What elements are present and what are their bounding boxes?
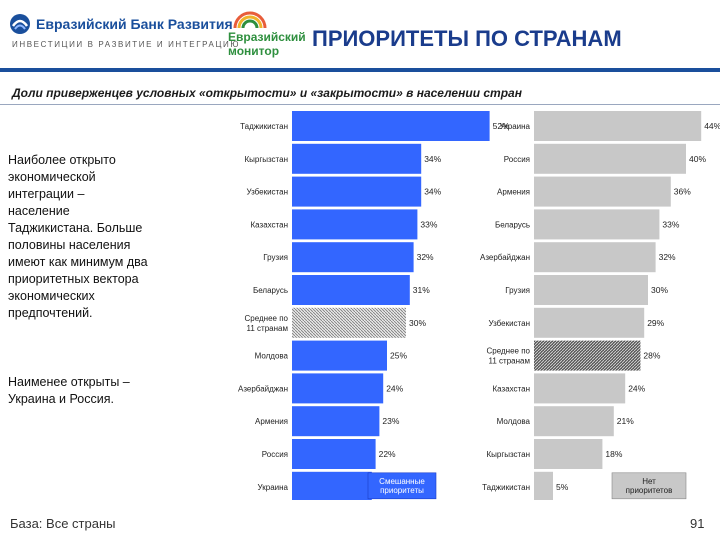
subtitle-divider bbox=[0, 104, 720, 105]
value-label-right-5: 30% bbox=[651, 285, 668, 295]
value-label-left-1: 34% bbox=[424, 154, 441, 164]
category-label-left-3: Казахстан bbox=[251, 220, 289, 229]
bar-left-2 bbox=[292, 176, 422, 207]
bar-left-7 bbox=[292, 340, 387, 371]
value-label-right-10: 18% bbox=[605, 449, 622, 459]
bar-left-9 bbox=[292, 406, 380, 437]
page-number: 91 bbox=[690, 516, 705, 531]
category-label-right-7: Среднее по 11 странам bbox=[487, 347, 531, 366]
value-label-left-6: 30% bbox=[409, 318, 426, 328]
category-label-right-3: Беларусь bbox=[495, 220, 530, 229]
category-label-left-11: Украина bbox=[258, 483, 289, 492]
value-label-right-7: 28% bbox=[643, 351, 660, 361]
category-label-left-8: Азербайджан bbox=[238, 384, 288, 393]
category-label-left-10: Россия bbox=[262, 450, 288, 459]
bar-left-0 bbox=[292, 111, 490, 141]
value-label-left-2: 34% bbox=[424, 187, 441, 197]
eurasian-monitor-logo: Евразийский монитор bbox=[228, 10, 308, 58]
category-label-right-1: Россия bbox=[504, 155, 530, 164]
category-label-left-4: Грузия bbox=[263, 253, 288, 262]
chart-subtitle: Доли приверженцев условных «открытости» … bbox=[12, 86, 522, 100]
value-label-right-6: 29% bbox=[647, 318, 664, 328]
value-label-right-9: 21% bbox=[617, 416, 634, 426]
category-label-left-9: Армения bbox=[255, 417, 288, 426]
eabr-emblem-icon bbox=[10, 14, 30, 34]
category-label-right-9: Молдова bbox=[497, 417, 531, 426]
bar-right-10 bbox=[534, 439, 603, 469]
bar-right-3 bbox=[534, 209, 660, 240]
category-label-right-10: Кыргызстан bbox=[486, 450, 530, 459]
bar-left-8 bbox=[292, 373, 384, 404]
value-label-right-0: 44% bbox=[704, 121, 720, 131]
value-label-right-4: 32% bbox=[659, 252, 676, 262]
category-label-left-1: Кыргызстан bbox=[244, 155, 288, 164]
value-label-left-3: 33% bbox=[420, 219, 437, 229]
bar-right-4 bbox=[534, 242, 656, 273]
value-label-left-9: 23% bbox=[382, 416, 399, 426]
value-label-left-0: 52% bbox=[493, 121, 510, 131]
bar-left-11 bbox=[292, 471, 372, 500]
value-label-right-8: 24% bbox=[628, 383, 645, 393]
bar-left-3 bbox=[292, 209, 418, 240]
category-label-right-6: Узбекистан bbox=[488, 319, 530, 328]
category-label-right-5: Грузия bbox=[505, 286, 530, 295]
category-label-right-8: Казахстан bbox=[493, 384, 531, 393]
category-label-left-7: Молдова bbox=[255, 352, 289, 361]
page-title: ПРИОРИТЕТЫ ПО СТРАНАМ bbox=[312, 26, 622, 51]
category-label-right-0: Украина bbox=[500, 122, 531, 131]
category-label-left-2: Узбекистан bbox=[246, 188, 288, 197]
header: Евразийский Банк Развития ИНВЕСТИЦИИ В Р… bbox=[0, 0, 720, 64]
bar-right-6 bbox=[534, 307, 645, 338]
value-label-right-11: 5% bbox=[556, 482, 569, 492]
value-label-right-2: 36% bbox=[674, 187, 691, 197]
bar-right-2 bbox=[534, 176, 671, 207]
base-note: База: Все страны bbox=[10, 516, 116, 531]
value-label-right-3: 33% bbox=[662, 219, 679, 229]
value-label-left-7: 25% bbox=[390, 351, 407, 361]
bar-right-5 bbox=[534, 275, 648, 305]
value-label-right-1: 40% bbox=[689, 154, 706, 164]
value-label-left-10: 22% bbox=[379, 449, 396, 459]
value-label-left-8: 24% bbox=[386, 383, 403, 393]
bar-left-10 bbox=[292, 439, 376, 469]
value-label-left-5: 31% bbox=[413, 285, 430, 295]
header-divider bbox=[0, 68, 720, 72]
bar-right-8 bbox=[534, 373, 626, 404]
monitor-name-line2: монитор bbox=[228, 44, 280, 58]
bar-right-11 bbox=[534, 471, 553, 500]
bank-name: Евразийский Банк Развития bbox=[36, 16, 233, 32]
category-label-left-6: Среднее по 11 странам bbox=[245, 314, 289, 333]
legend-box-right bbox=[611, 472, 687, 500]
eabr-logo: Евразийский Банк Развития ИНВЕСТИЦИИ В Р… bbox=[8, 10, 238, 54]
commentary-closedness: Наименее открыты – Украина и Россия. bbox=[8, 375, 130, 406]
category-label-right-4: Азербайджан bbox=[480, 253, 530, 262]
bar-right-9 bbox=[534, 406, 614, 437]
value-label-left-4: 32% bbox=[417, 252, 434, 262]
category-label-left-0: Таджикистан bbox=[240, 122, 288, 131]
category-label-right-11: Таджикистан bbox=[482, 483, 530, 492]
legend-label-right: Нет приоритетов bbox=[626, 477, 673, 495]
rainbow-arc-icon bbox=[233, 11, 267, 29]
bar-left-4 bbox=[292, 242, 414, 273]
bank-tagline: ИНВЕСТИЦИИ В РАЗВИТИЕ И ИНТЕГРАЦИЮ bbox=[12, 40, 241, 49]
category-label-left-5: Беларусь bbox=[253, 286, 288, 295]
bar-right-1 bbox=[534, 143, 686, 174]
bar-left-5 bbox=[292, 275, 410, 305]
bar-left-1 bbox=[292, 143, 422, 174]
bar-right-0 bbox=[534, 111, 702, 141]
commentary-openness: Наиболее открыто экономической интеграци… bbox=[8, 153, 148, 320]
monitor-name-line1: Евразийский bbox=[228, 30, 306, 44]
bar-left-6 bbox=[292, 307, 406, 338]
legend-label-left: Смешанные приоритеты bbox=[379, 477, 425, 495]
legend-box-left bbox=[367, 472, 437, 500]
bar-right-7 bbox=[534, 340, 641, 371]
priority-charts: Таджикистан 52% Кыргызстан 34% Узбекистан 34%… bbox=[238, 111, 720, 500]
category-label-right-2: Армения bbox=[497, 188, 530, 197]
